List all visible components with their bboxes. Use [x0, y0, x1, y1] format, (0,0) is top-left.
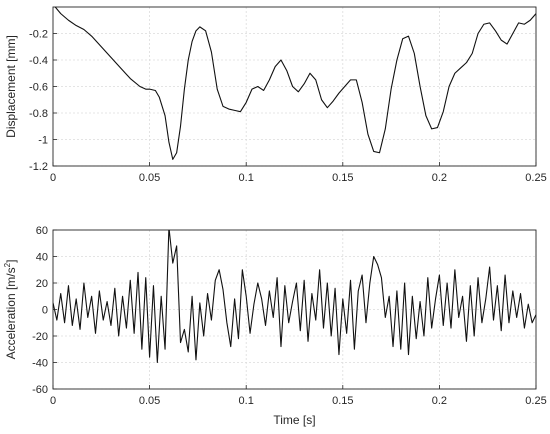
displacement-y-tick-label-2: -0.8 — [29, 108, 48, 120]
displacement-x-tick-label-0: 0 — [50, 172, 56, 184]
displacement-series — [54, 7, 536, 160]
acceleration-y-axis-label: Acceleration [m/s2] — [3, 260, 18, 360]
acceleration-y-tick-label-0: -60 — [32, 384, 48, 396]
acceleration-x-tick-label-3: 0.15 — [332, 395, 353, 407]
displacement-x-tick-label-3: 0.15 — [332, 172, 353, 184]
acceleration-y-tick-label-6: 60 — [36, 225, 48, 237]
displacement-y-axis-label: Displacement [mm] — [4, 35, 18, 138]
acceleration-y-tick-label-3: 0 — [42, 305, 48, 317]
acceleration-x-tick-label-0: 0 — [50, 395, 56, 407]
acceleration-ticks: 0 0.05 0.1 0.15 0.2 0.25 -60 -40 -20 0 20 40 60 — [32, 225, 547, 407]
displacement-y-tick-label-1: -1 — [38, 135, 48, 147]
acceleration-y-axis-label-close: ] — [4, 260, 18, 263]
displacement-x-tick-label-4: 0.2 — [432, 172, 447, 184]
acceleration-y-tick-label-1: -40 — [32, 358, 48, 370]
displacement-trace-line — [54, 7, 536, 160]
acceleration-panel: 0 0.05 0.1 0.15 0.2 0.25 -60 -40 -20 0 20 40 60 Acce… — [3, 225, 547, 427]
displacement-y-tick-label-3: -0.6 — [29, 82, 48, 94]
displacement-ticks: 0 0.05 0.1 0.15 0.2 0.25 -1.2 -1 -0.8 -0.6 -0.4 -0.… — [29, 29, 547, 185]
displacement-panel: 0 0.05 0.1 0.15 0.2 0.25 -1.2 -1 -0.8 -0.6 -0.4 -0.… — [4, 6, 547, 185]
acceleration-x-tick-label-1: 0.05 — [139, 395, 160, 407]
acceleration-series — [53, 230, 536, 364]
acceleration-x-tick-label-2: 0.1 — [239, 395, 254, 407]
displacement-x-tick-label-2: 0.1 — [239, 172, 254, 184]
acceleration-y-tick-label-5: 40 — [36, 252, 48, 264]
acceleration-x-axis-label: Time [s] — [273, 413, 315, 427]
displacement-x-tick-label-1: 0.05 — [139, 172, 160, 184]
acceleration-x-tick-label-5: 0.25 — [525, 395, 546, 407]
displacement-x-tick-label-5: 0.25 — [525, 172, 546, 184]
acceleration-y-axis-label-main: Acceleration [m/s — [4, 267, 18, 359]
acceleration-y-tick-label-2: -20 — [32, 331, 48, 343]
displacement-grid — [52, 7, 537, 167]
displacement-y-tick-label-5: -0.2 — [29, 29, 48, 41]
acceleration-y-axis-label-superscript: 2 — [3, 262, 12, 267]
acceleration-x-tick-label-4: 0.2 — [432, 395, 447, 407]
displacement-y-tick-label-4: -0.4 — [29, 55, 48, 67]
displacement-y-tick-label-0: -1.2 — [29, 161, 48, 173]
acceleration-y-tick-label-4: 20 — [36, 278, 48, 290]
acceleration-trace-line — [53, 230, 536, 364]
